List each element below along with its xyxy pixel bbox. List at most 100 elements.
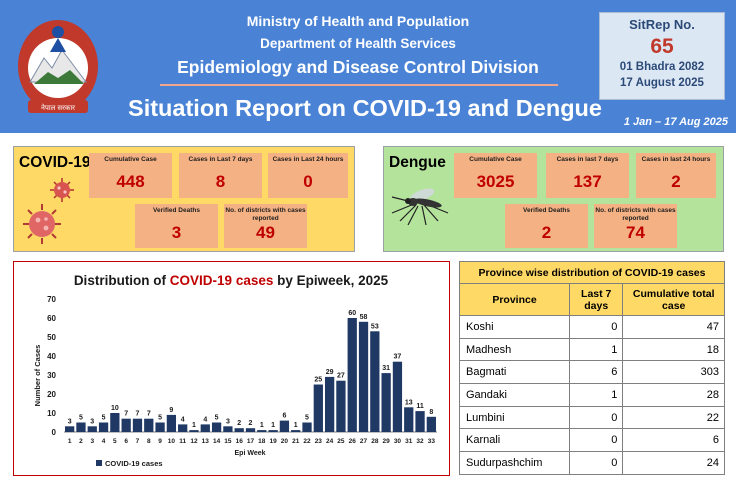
- province-table: Province wise distribution of COVID-19 c…: [459, 261, 725, 475]
- x-tick-label: 28: [371, 438, 379, 445]
- table-row: Gandaki 1 28: [459, 383, 725, 407]
- bar: [144, 418, 154, 432]
- data-label: 3: [68, 418, 72, 425]
- y-tick-label: 40: [47, 352, 56, 361]
- data-label: 5: [102, 415, 106, 422]
- covid-deaths-value: 3: [171, 223, 182, 242]
- legend-label: COVID-19 cases: [105, 459, 163, 468]
- data-label: 4: [203, 416, 207, 423]
- epiweek-bar-chart: 0102030405060703152335410576777859910411…: [33, 295, 437, 468]
- bar: [336, 380, 346, 432]
- x-tick-label: 13: [202, 438, 210, 445]
- covid-deaths-label: Verified Deaths: [153, 207, 200, 214]
- province-cumulative: 22: [622, 405, 725, 430]
- x-tick-label: 6: [124, 438, 128, 445]
- bar: [110, 413, 120, 432]
- x-tick-label: 17: [247, 438, 255, 445]
- covid-last24-value: 0: [303, 172, 313, 191]
- header-divider: [160, 84, 558, 86]
- covid-districts-card: No. of districts with cases reported 49: [224, 204, 307, 248]
- data-label: 27: [337, 373, 345, 380]
- province-name: Lumbini: [459, 405, 570, 430]
- x-axis-label: Epi Week: [235, 450, 266, 457]
- dengue-districts-label: No. of districts with cases reported: [595, 207, 676, 222]
- covid-deaths-card: Verified Deaths 3: [135, 204, 218, 248]
- x-tick-label: 16: [236, 438, 244, 445]
- data-label: 8: [429, 409, 433, 416]
- x-tick-label: 14: [213, 438, 221, 445]
- data-label: 6: [282, 413, 286, 420]
- x-tick-label: 15: [224, 438, 232, 445]
- bar: [223, 426, 233, 432]
- province-last7: 0: [568, 451, 624, 475]
- ministry-name: Ministry of Health and Population: [246, 13, 470, 29]
- bar: [324, 376, 335, 432]
- sitrep-date: 17 August 2025: [620, 77, 704, 89]
- y-tick-label: 70: [47, 295, 56, 304]
- province-last7: 0: [568, 405, 624, 430]
- data-label: 11: [416, 403, 424, 410]
- y-tick-label: 0: [52, 428, 57, 437]
- sitrep-number: 65: [650, 35, 674, 58]
- department-name: Department of Health Services: [260, 36, 456, 51]
- covid-cumulative-card: Cumulative Case 448: [89, 153, 172, 198]
- province-cumulative: 28: [622, 383, 725, 407]
- province-table-caption: Province wise distribution of COVID-19 c…: [459, 261, 725, 284]
- bar: [268, 430, 278, 432]
- x-tick-label: 3: [90, 438, 94, 445]
- x-tick-label: 19: [269, 438, 277, 445]
- covid-summary-panel: COVID-19 Cumulative Case 448 Cases in La…: [13, 146, 355, 252]
- division-name: Epidemiology and Disease Control Divisio…: [177, 57, 539, 77]
- bar: [404, 407, 414, 432]
- bar: [178, 424, 188, 432]
- y-tick-label: 20: [47, 390, 56, 399]
- province-name: Karnali: [459, 428, 570, 453]
- data-label: 25: [314, 377, 322, 384]
- province-last7: 0: [568, 315, 624, 339]
- covid-cumulative-label: Cumulative Case: [104, 156, 157, 163]
- chart-title: Distribution of COVID-19 cases by Epiwee…: [73, 273, 389, 288]
- x-tick-label: 9: [158, 438, 162, 445]
- data-label: 58: [360, 314, 368, 321]
- x-tick-label: 31: [405, 438, 413, 445]
- x-tick-label: 25: [337, 438, 345, 445]
- sitrep-label: SitRep No.: [629, 17, 695, 32]
- bar: [234, 428, 244, 432]
- table-row: Karnali 0 6: [459, 428, 725, 453]
- x-tick-label: 7: [136, 438, 140, 445]
- date-range: 1 Jan – 17 Aug 2025: [623, 116, 728, 128]
- x-tick-label: 33: [428, 438, 436, 445]
- data-label: 1: [192, 422, 196, 429]
- data-label: 5: [305, 415, 309, 422]
- dengue-cumulative-label: Cumulative Case: [469, 156, 522, 163]
- x-tick-label: 10: [168, 438, 176, 445]
- dengue-last7-label: Cases in last 7 days: [556, 156, 619, 163]
- province-column-header: Province: [459, 283, 570, 316]
- province-name: Koshi: [459, 315, 570, 339]
- legend-swatch: [96, 460, 102, 466]
- data-label: 5: [215, 415, 219, 422]
- data-label: 9: [169, 407, 173, 414]
- x-tick-label: 22: [303, 438, 311, 445]
- bar: [291, 430, 301, 432]
- y-tick-label: 10: [47, 409, 56, 418]
- dengue-last7-value: 137: [573, 172, 602, 191]
- mosquito-icon: [391, 188, 449, 226]
- bar: [257, 430, 267, 432]
- x-tick-label: 30: [394, 438, 402, 445]
- table-row: Madhesh 1 18: [459, 337, 725, 362]
- province-last7: 0: [568, 428, 624, 453]
- data-label: 2: [249, 420, 253, 427]
- y-tick-label: 30: [47, 371, 56, 380]
- data-label: 53: [371, 323, 379, 330]
- dengue-last7-card: Cases in last 7 days 137: [546, 153, 629, 198]
- covid-cumulative-value: 448: [116, 172, 145, 191]
- province-last7: 1: [568, 337, 624, 362]
- covid-last7-card: Cases in Last 7 days 8: [179, 153, 262, 198]
- bar: [65, 426, 75, 432]
- x-tick-label: 23: [315, 438, 323, 445]
- y-axis-label: Number of Cases: [33, 345, 42, 407]
- dengue-districts-card: No. of districts with cases reported 74: [594, 204, 677, 248]
- bar: [358, 321, 369, 432]
- dengue-panel-title: Dengue: [389, 154, 446, 171]
